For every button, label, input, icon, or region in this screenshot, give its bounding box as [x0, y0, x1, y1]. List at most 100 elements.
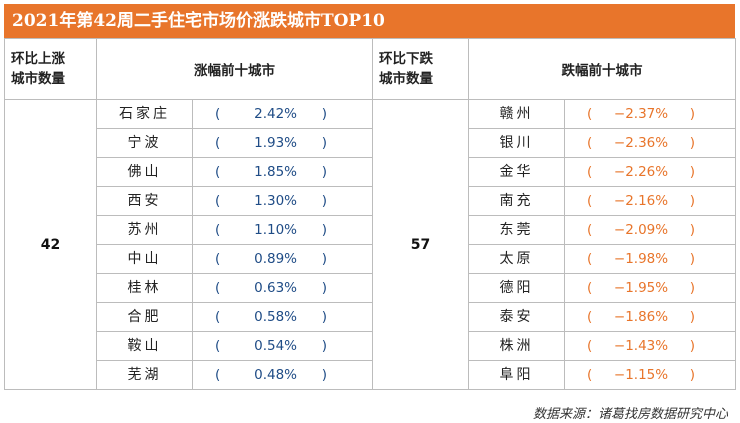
close-paren: ) [689, 106, 695, 122]
down-change-value: −1.95% [613, 280, 669, 296]
open-paren: ( [215, 135, 221, 151]
close-paren: ) [321, 193, 327, 209]
table-row: 合肥 (0.58%) 泰安 ( −1.86%) [5, 302, 736, 332]
close-paren: ) [689, 367, 695, 383]
up-change-value: 1.93% [254, 135, 297, 151]
open-paren: ( [215, 222, 221, 238]
up-rank-cell: 宁波 (1.93%) [96, 128, 373, 158]
up-city-count: 42 [4, 99, 97, 390]
open-paren: ( [587, 193, 593, 209]
open-paren: ( [587, 222, 593, 238]
open-paren: ( [215, 367, 221, 383]
up-change-value: 1.10% [254, 222, 297, 238]
close-paren: ) [321, 135, 327, 151]
up-city-name: 合肥 [97, 303, 193, 331]
down-rank-cell: 阜阳 ( −1.15%) [468, 360, 736, 390]
table-row: 中山 (0.89%) 太原 (−1.98%) [5, 244, 736, 274]
down-count-header-line1: 环比下跌 [379, 51, 433, 67]
up-rank-cell: 鞍山 (0.54%) [96, 331, 373, 361]
up-rank-cell: 芜湖 (0.48%) [96, 360, 373, 390]
up-rank-cell: 西安 (1.30%) [96, 186, 373, 216]
down-rank-cell: 太原 (−1.98%) [468, 244, 736, 274]
open-paren: ( [587, 309, 593, 325]
down-change-value: −1.43% [613, 338, 669, 354]
up-city-name: 苏州 [97, 216, 193, 244]
down-city-count: 57 [372, 99, 469, 390]
down-change-value: −1.15% [613, 367, 669, 383]
down-city-name: 德阳 [469, 274, 565, 302]
close-paren: ) [321, 309, 327, 325]
table-row: 苏州 (1.10%) 东莞 (−2.09%) [5, 215, 736, 245]
up-change-value: 0.58% [254, 309, 297, 325]
close-paren: ) [321, 106, 327, 122]
table-row: 桂林 (0.63%) 德阳 (−1.95%) [5, 273, 736, 303]
close-paren: ) [689, 338, 695, 354]
close-paren: ) [689, 164, 695, 180]
close-paren: ) [689, 280, 695, 296]
up-rank-cell: 苏州 (1.10%) [96, 215, 373, 245]
down-rank-cell: 德阳 ( −1.95%) [468, 273, 736, 303]
up-rank-cell: 石家庄 (2.42%) [96, 99, 373, 129]
open-paren: ( [587, 106, 593, 122]
open-paren: ( [587, 251, 593, 267]
up-count-header-line1: 环比上涨 [11, 51, 65, 67]
down-city-name: 阜阳 [469, 361, 565, 389]
table-row: 西安 (1.30%) 南充 (−2.16%) [5, 186, 736, 216]
close-paren: ) [321, 222, 327, 238]
up-city-name: 西安 [97, 187, 193, 215]
ranking-table-panel: 2021年第42周二手住宅市场价涨跌城市TOP10 环比上涨 城市数量 涨幅前十… [4, 4, 736, 390]
table-row: 42 石家庄 (2.42%) 57 赣州 (−2.37%) [4, 99, 736, 390]
table-row: 佛山 (1.85%) 金华 ( −2.26%) [5, 157, 736, 187]
up-city-name: 芜湖 [97, 361, 193, 389]
down-city-name: 金华 [469, 158, 565, 186]
down-change-value: −2.37% [613, 106, 669, 122]
down-change-value: −2.16% [613, 193, 669, 209]
up-rank-cell: 佛山 (1.85%) [96, 157, 373, 187]
down-change-value: −2.26% [613, 164, 669, 180]
open-paren: ( [215, 164, 221, 180]
down-count-header-line2: 城市数量 [379, 71, 433, 87]
open-paren: ( [215, 338, 221, 354]
down-rank-cell: 金华 ( −2.26%) [468, 157, 736, 187]
up-city-name: 桂林 [97, 274, 193, 302]
up-change-value: 0.54% [254, 338, 297, 354]
down-city-name: 赣州 [469, 100, 565, 128]
table-title: 2021年第42周二手住宅市场价涨跌城市TOP10 [4, 4, 735, 38]
down-city-name: 泰安 [469, 303, 565, 331]
up-change-value: 0.89% [254, 251, 297, 267]
close-paren: ) [321, 280, 327, 296]
open-paren: ( [587, 164, 593, 180]
open-paren: ( [587, 280, 593, 296]
open-paren: ( [215, 251, 221, 267]
up-city-name: 宁波 [97, 129, 193, 157]
up-count-header-line2: 城市数量 [11, 71, 65, 87]
open-paren: ( [587, 338, 593, 354]
up-city-name: 中山 [97, 245, 193, 273]
up-list-header: 涨幅前十城市 [96, 38, 373, 100]
up-count-header: 环比上涨 城市数量 [4, 38, 97, 100]
up-city-name: 石家庄 [97, 100, 193, 128]
up-change-value: 1.85% [254, 164, 297, 180]
close-paren: ) [321, 338, 327, 354]
close-paren: ) [321, 367, 327, 383]
close-paren: ) [689, 135, 695, 151]
up-rank-cell: 合肥 (0.58%) [96, 302, 373, 332]
up-city-name: 鞍山 [97, 332, 193, 360]
open-paren: ( [215, 193, 221, 209]
data-source-note: 数据来源：诸葛找房数据研究中心 [532, 407, 728, 422]
up-change-value: 2.42% [254, 106, 297, 122]
up-city-name: 佛山 [97, 158, 193, 186]
close-paren: ) [321, 251, 327, 267]
close-paren: ) [689, 251, 695, 267]
open-paren: ( [215, 280, 221, 296]
close-paren: ) [321, 164, 327, 180]
close-paren: ) [689, 193, 695, 209]
close-paren: ) [689, 309, 695, 325]
down-rank-cell: 银川 (−2.36%) [468, 128, 736, 158]
down-rank-cell: 南充 (−2.16%) [468, 186, 736, 216]
down-change-value: −1.98% [613, 251, 669, 267]
down-rank-cell: 株洲 (−1.43%) [468, 331, 736, 361]
down-rank-cell: 赣州 ( −2.37%) [468, 99, 736, 129]
down-change-value: −1.86% [613, 309, 669, 325]
open-paren: ( [587, 367, 593, 383]
